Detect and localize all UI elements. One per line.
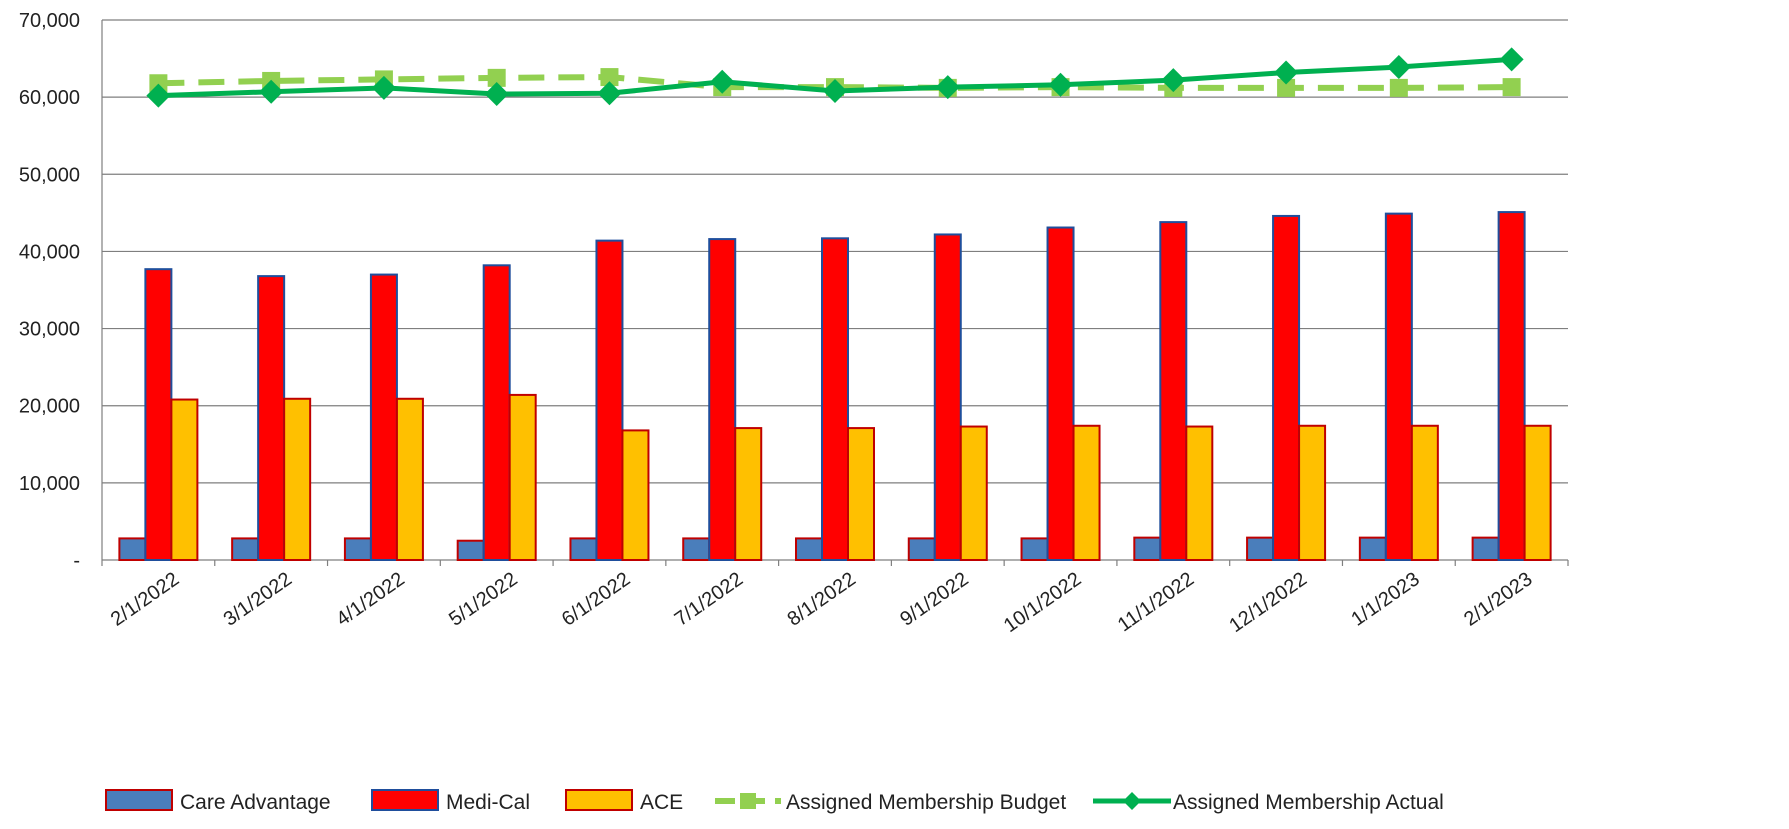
x-tick-label: 10/1/2022 bbox=[1000, 568, 1086, 637]
bar-ace bbox=[1410, 424, 1439, 561]
y-axis-ticks: - 10,000 20,000 30,000 40,000 50,000 60,000 70,… bbox=[19, 10, 80, 572]
bar-medi-cal bbox=[1159, 221, 1188, 561]
point-assigned-membership-actual bbox=[1274, 60, 1299, 85]
bar-care-advantage bbox=[569, 537, 598, 562]
legend-label-medi-cal: Medi-Cal bbox=[446, 791, 530, 814]
bar-medi-cal bbox=[1272, 214, 1301, 561]
point-assigned-membership-budget bbox=[1389, 78, 1408, 97]
bar-medi-cal bbox=[369, 273, 398, 561]
point-assigned-membership-budget bbox=[149, 74, 168, 93]
x-tick-label: 6/1/2022 bbox=[558, 568, 634, 631]
bar-care-advantage bbox=[1471, 536, 1500, 562]
x-tick-label: 2/1/2022 bbox=[107, 568, 183, 631]
point-assigned-membership-actual bbox=[484, 82, 509, 107]
bar-ace bbox=[734, 427, 763, 562]
x-tick-label: 2/1/2023 bbox=[1460, 568, 1536, 631]
point-assigned-membership-actual bbox=[935, 75, 960, 100]
bar-ace bbox=[959, 425, 988, 561]
bar-medi-cal bbox=[1497, 211, 1526, 561]
y-tick-label: - bbox=[73, 550, 80, 572]
legend-swatch-ace bbox=[565, 789, 633, 811]
bar-ace bbox=[621, 429, 650, 561]
point-assigned-membership-budget bbox=[1502, 78, 1521, 97]
x-axis-ticks: 2/1/2022 3/1/2022 4/1/2022 5/1/2022 6/1/2022… bbox=[107, 568, 1537, 637]
bar-care-advantage bbox=[1246, 536, 1275, 562]
bar-ace bbox=[1298, 424, 1327, 561]
x-tick-label: 9/1/2022 bbox=[896, 568, 972, 631]
point-assigned-membership-actual bbox=[146, 83, 171, 108]
legend-label-care-advantage: Care Advantage bbox=[180, 791, 331, 814]
bar-ace bbox=[170, 398, 199, 561]
y-tick-label: 30,000 bbox=[19, 319, 80, 341]
bar-care-advantage bbox=[118, 537, 147, 562]
y-tick-label: 50,000 bbox=[19, 164, 80, 186]
legend-marker-assigned-membership-actual bbox=[1123, 792, 1141, 810]
bar-care-advantage bbox=[682, 537, 711, 562]
x-tick-label: 4/1/2022 bbox=[332, 568, 408, 631]
y-tick-label: 70,000 bbox=[19, 10, 80, 32]
bar-care-advantage bbox=[456, 539, 485, 562]
point-assigned-membership-budget bbox=[1277, 78, 1296, 97]
legend: Care Advantage Medi-Cal ACE Assigned Member… bbox=[105, 789, 1444, 814]
point-assigned-membership-actual bbox=[1499, 47, 1524, 72]
legend-label-assigned-membership-budget: Assigned Membership Budget bbox=[786, 791, 1066, 814]
x-tick-label: 5/1/2022 bbox=[445, 568, 521, 631]
bar-medi-cal bbox=[1384, 212, 1413, 561]
x-tick-label: 7/1/2022 bbox=[671, 568, 747, 631]
y-tick-label: 20,000 bbox=[19, 396, 80, 418]
bar-care-advantage bbox=[907, 537, 936, 562]
bar-ace bbox=[847, 427, 875, 562]
point-assigned-membership-actual bbox=[259, 79, 284, 104]
point-assigned-membership-budget bbox=[487, 68, 506, 87]
bar-care-advantage bbox=[1020, 537, 1049, 562]
bar-ace bbox=[508, 393, 537, 561]
bar-ace bbox=[1185, 425, 1214, 561]
bar-medi-cal bbox=[482, 264, 511, 561]
bar-care-advantage bbox=[343, 537, 372, 562]
series-lines bbox=[146, 47, 1524, 108]
x-tick-label: 3/1/2022 bbox=[220, 568, 296, 631]
x-tick-label: 11/1/2022 bbox=[1114, 568, 1198, 636]
point-assigned-membership-actual bbox=[597, 81, 622, 106]
x-tick-label: 1/1/2023 bbox=[1347, 568, 1423, 631]
x-tick-label: 12/1/2022 bbox=[1225, 568, 1311, 637]
y-tick-label: 60,000 bbox=[19, 87, 80, 109]
bar-ace bbox=[1523, 424, 1552, 561]
bar-medi-cal bbox=[933, 233, 962, 561]
bar-ace bbox=[1072, 424, 1101, 561]
legend-swatch-care-advantage bbox=[105, 789, 173, 811]
bar-medi-cal bbox=[595, 239, 624, 561]
point-assigned-membership-actual bbox=[823, 78, 847, 103]
bar-care-advantage bbox=[231, 537, 260, 562]
bar-care-advantage bbox=[1358, 536, 1387, 562]
bar-ace bbox=[283, 397, 312, 561]
legend-label-assigned-membership-actual: Assigned Membership Actual bbox=[1173, 791, 1444, 814]
x-tick-label: 8/1/2022 bbox=[783, 568, 859, 631]
bar-medi-cal bbox=[821, 237, 849, 561]
legend-marker-assigned-membership-budget bbox=[740, 793, 756, 809]
point-assigned-membership-actual bbox=[710, 69, 735, 94]
bar-ace bbox=[395, 397, 424, 561]
bar-medi-cal bbox=[1046, 226, 1075, 561]
bars bbox=[118, 211, 1552, 562]
bar-medi-cal bbox=[708, 238, 737, 561]
bar-medi-cal bbox=[144, 268, 173, 561]
point-assigned-membership-actual bbox=[1386, 55, 1411, 80]
bar-care-advantage bbox=[795, 537, 823, 562]
legend-swatch-medi-cal bbox=[371, 789, 439, 811]
point-assigned-membership-actual bbox=[1048, 72, 1073, 97]
bar-medi-cal bbox=[257, 275, 286, 561]
y-tick-label: 10,000 bbox=[19, 473, 80, 495]
y-tick-label: 40,000 bbox=[19, 241, 80, 263]
point-assigned-membership-budget bbox=[600, 68, 619, 87]
legend-label-ace: ACE bbox=[640, 791, 683, 814]
bar-care-advantage bbox=[1133, 536, 1162, 562]
point-assigned-membership-actual bbox=[1161, 68, 1186, 93]
point-assigned-membership-actual bbox=[371, 75, 396, 100]
